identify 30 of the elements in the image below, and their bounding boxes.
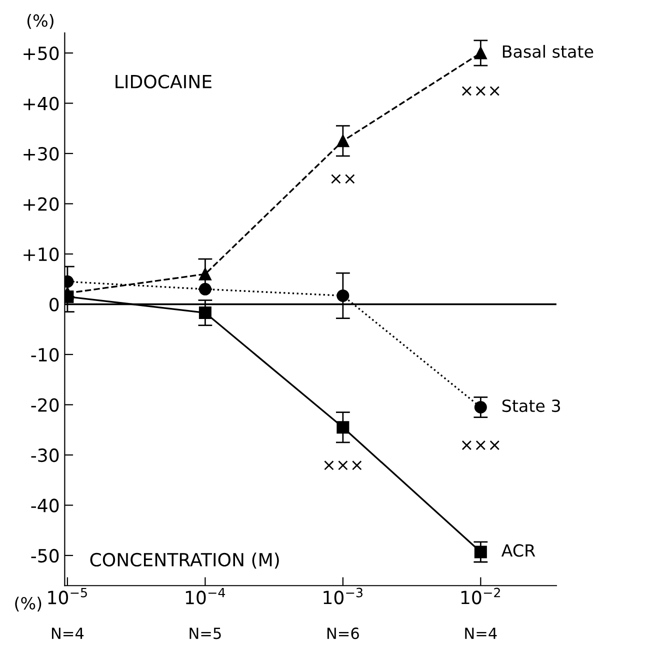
series-label: Basal state: [502, 44, 594, 58]
annotation: ×××: [462, 440, 500, 450]
series-label: ACR: [501, 544, 536, 557]
y-tick-label: -10: [31, 348, 59, 362]
text: N=5: [190, 628, 221, 640]
x-tick-label: 10$^{−2}$: [461, 588, 500, 604]
y-axis-title: (%): [27, 14, 54, 29]
y-tick-label: 0: [50, 298, 59, 312]
text: (%): [15, 596, 42, 612]
annotation: ×××: [324, 460, 362, 470]
y-tick-label: +20: [24, 197, 59, 211]
text: N=4: [52, 628, 84, 639]
text: N=6: [327, 628, 359, 640]
y-tick-label: -40: [31, 498, 59, 512]
y-tick-label: -50: [31, 548, 59, 563]
series-label: State 3: [502, 399, 560, 412]
x-axis-title: CONCENTRATION (M): [90, 552, 279, 569]
y-tick-label: -20: [31, 398, 59, 412]
text: LIDOCAINE: [116, 74, 212, 88]
x-tick-label: 10$^{−4}$: [186, 588, 226, 604]
x-tick-label: 10$^{−3}$: [324, 588, 362, 604]
y-tick-label: +30: [24, 146, 59, 161]
y-tick-label: -30: [31, 448, 59, 462]
x-tick-label: 10$^{−5}$: [48, 588, 87, 604]
y-tick-label: +40: [24, 96, 59, 110]
y-tick-label: +10: [24, 247, 59, 262]
annotation: ×××: [462, 86, 500, 96]
annotation: ××: [331, 174, 355, 184]
y-tick-label: +50: [24, 46, 59, 60]
text: N=4: [465, 628, 497, 639]
